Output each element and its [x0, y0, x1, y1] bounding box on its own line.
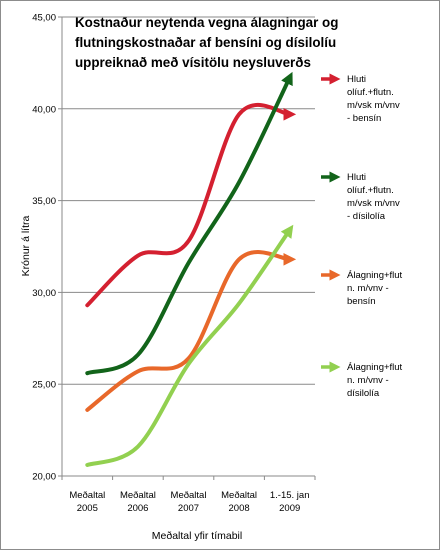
x-tick-label: 2006: [127, 503, 148, 514]
series-lines: [85, 71, 297, 467]
series-line-2: [85, 71, 293, 376]
legend-label-line: olíuf.+flutn.: [347, 185, 394, 196]
legend-label-line: m/vsk m/vnv: [347, 100, 400, 111]
x-tick-label: Meðaltal: [221, 490, 257, 501]
legend-label-line: bensín: [347, 296, 376, 307]
legend-markers: [321, 73, 341, 373]
legend-label-line: m/vsk m/vnv: [347, 198, 400, 209]
series-line-1: [85, 102, 297, 308]
series-line-3: [85, 250, 297, 412]
axes: 20,00 25,00 30,00 35,00 40,00 45,00 Meðaltal 20…: [32, 13, 316, 514]
legend-label-line: olíuf.+flutn.: [347, 87, 394, 98]
x-tick-label: Meðaltal: [171, 490, 207, 501]
y-tick-label: 25,00: [32, 380, 56, 391]
x-tick-label: 2009: [279, 503, 300, 514]
legend-label-line: n. m/vnv -: [347, 283, 389, 294]
y-axis-title: Krónur á lítra: [20, 215, 32, 276]
legend-entry-4: Álagning+flut n. m/vnv - dísilolía: [347, 361, 437, 400]
x-tick-label: 2007: [178, 503, 199, 514]
y-tick-label: 35,00: [32, 196, 56, 207]
x-tick-label: 2005: [77, 503, 98, 514]
legend-label-line: - dísilolía: [347, 211, 386, 222]
legend-label-line: Álagning+flut: [347, 270, 403, 281]
legend-label-line: Álagning+flut: [347, 362, 403, 373]
y-tick-label: 30,00: [32, 288, 56, 299]
x-tick-label: 1.-15. jan: [270, 490, 310, 501]
legend-label-line: - bensín: [347, 113, 382, 124]
y-tick-label: 40,00: [32, 104, 56, 115]
x-tick-label: 2008: [229, 503, 250, 514]
x-axis-title: Meðaltal yfir tímabil: [152, 530, 242, 542]
chart-title-line-1: Kostnaður neytenda vegna álagningar og: [75, 15, 339, 30]
legend-label-line: n. m/vnv -: [347, 375, 389, 386]
legend-entry-3: Álagning+flut n. m/vnv - bensín: [347, 269, 437, 308]
legend-label-line: Hluti: [347, 172, 367, 183]
chart-title-line-2: flutningskostnaðar af bensíni og dísilol…: [75, 35, 337, 50]
y-tick-label: 20,00: [32, 472, 56, 483]
legend-entry-2: Hluti olíuf.+flutn. m/vsk m/vnv - dísilolía: [347, 171, 437, 223]
x-tick-label: Meðaltal: [69, 490, 105, 501]
series-line-4: [85, 224, 294, 467]
chart-title-line-3: uppreiknað með vísitölu neysluverðs: [75, 55, 311, 70]
y-tick-label: 45,00: [32, 13, 56, 24]
legend-label-line: Hluti: [347, 74, 367, 85]
x-tick-label: Meðaltal: [120, 490, 156, 501]
legend-label-line: dísilolía: [347, 388, 380, 399]
legend-entry-1: Hluti olíuf.+flutn. m/vsk m/vnv - bensín: [347, 73, 437, 125]
